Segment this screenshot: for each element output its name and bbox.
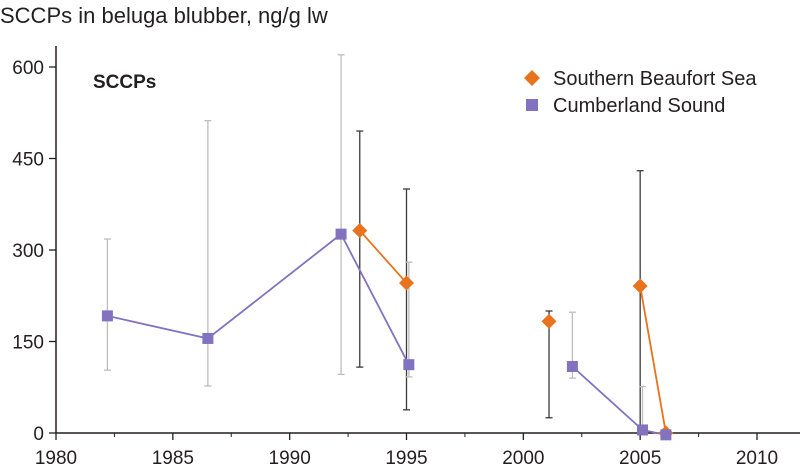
panel-label: SCCPs bbox=[93, 72, 156, 93]
series-line-segment bbox=[340, 233, 410, 366]
x-tick-label: 1980 bbox=[35, 448, 77, 469]
square-marker bbox=[202, 332, 214, 344]
chart-title: SCCPs in beluga blubber, ng/g lw bbox=[0, 3, 328, 28]
x-tick-label: 1990 bbox=[269, 448, 311, 469]
axes: 1980 1985 1990 1995 2000 2005 2010 0 150 300 450 60… bbox=[12, 46, 800, 469]
diamond-marker bbox=[632, 278, 648, 294]
legend-square-icon bbox=[526, 99, 538, 111]
y-tick-label: 450 bbox=[12, 150, 44, 171]
diamond-marker bbox=[399, 275, 414, 291]
square-marker bbox=[566, 361, 578, 373]
legend-label: Southern Beaufort Sea bbox=[553, 68, 757, 90]
square-marker bbox=[637, 424, 649, 436]
x-tick-label: 2005 bbox=[619, 448, 661, 469]
square-marker bbox=[335, 228, 347, 240]
series-line-segment bbox=[207, 233, 342, 340]
legend-label: Cumberland Sound bbox=[553, 95, 725, 117]
legend: Southern Beaufort Sea Cumberland Sound bbox=[524, 68, 757, 117]
data-markers bbox=[101, 222, 674, 441]
y-tick-label: 150 bbox=[12, 333, 44, 354]
series-line-segment bbox=[639, 285, 667, 434]
series-lines bbox=[107, 229, 667, 436]
diamond-marker bbox=[541, 313, 557, 329]
x-tick-label: 2000 bbox=[502, 448, 544, 469]
square-marker bbox=[101, 310, 113, 322]
y-tick-label: 600 bbox=[12, 58, 44, 79]
series-line-segment bbox=[107, 315, 209, 340]
x-tick-label: 1995 bbox=[385, 448, 427, 469]
legend-diamond-icon bbox=[524, 70, 540, 86]
square-marker bbox=[403, 359, 415, 371]
x-tick-label: 2010 bbox=[736, 448, 778, 469]
series-line-segment bbox=[571, 365, 644, 431]
series-line-segment bbox=[359, 229, 408, 284]
square-marker bbox=[660, 429, 672, 441]
y-tick-label: 300 bbox=[12, 241, 44, 262]
diamond-marker bbox=[352, 222, 368, 238]
y-tick-label: 0 bbox=[33, 424, 44, 445]
x-tick-label: 1985 bbox=[152, 448, 194, 469]
